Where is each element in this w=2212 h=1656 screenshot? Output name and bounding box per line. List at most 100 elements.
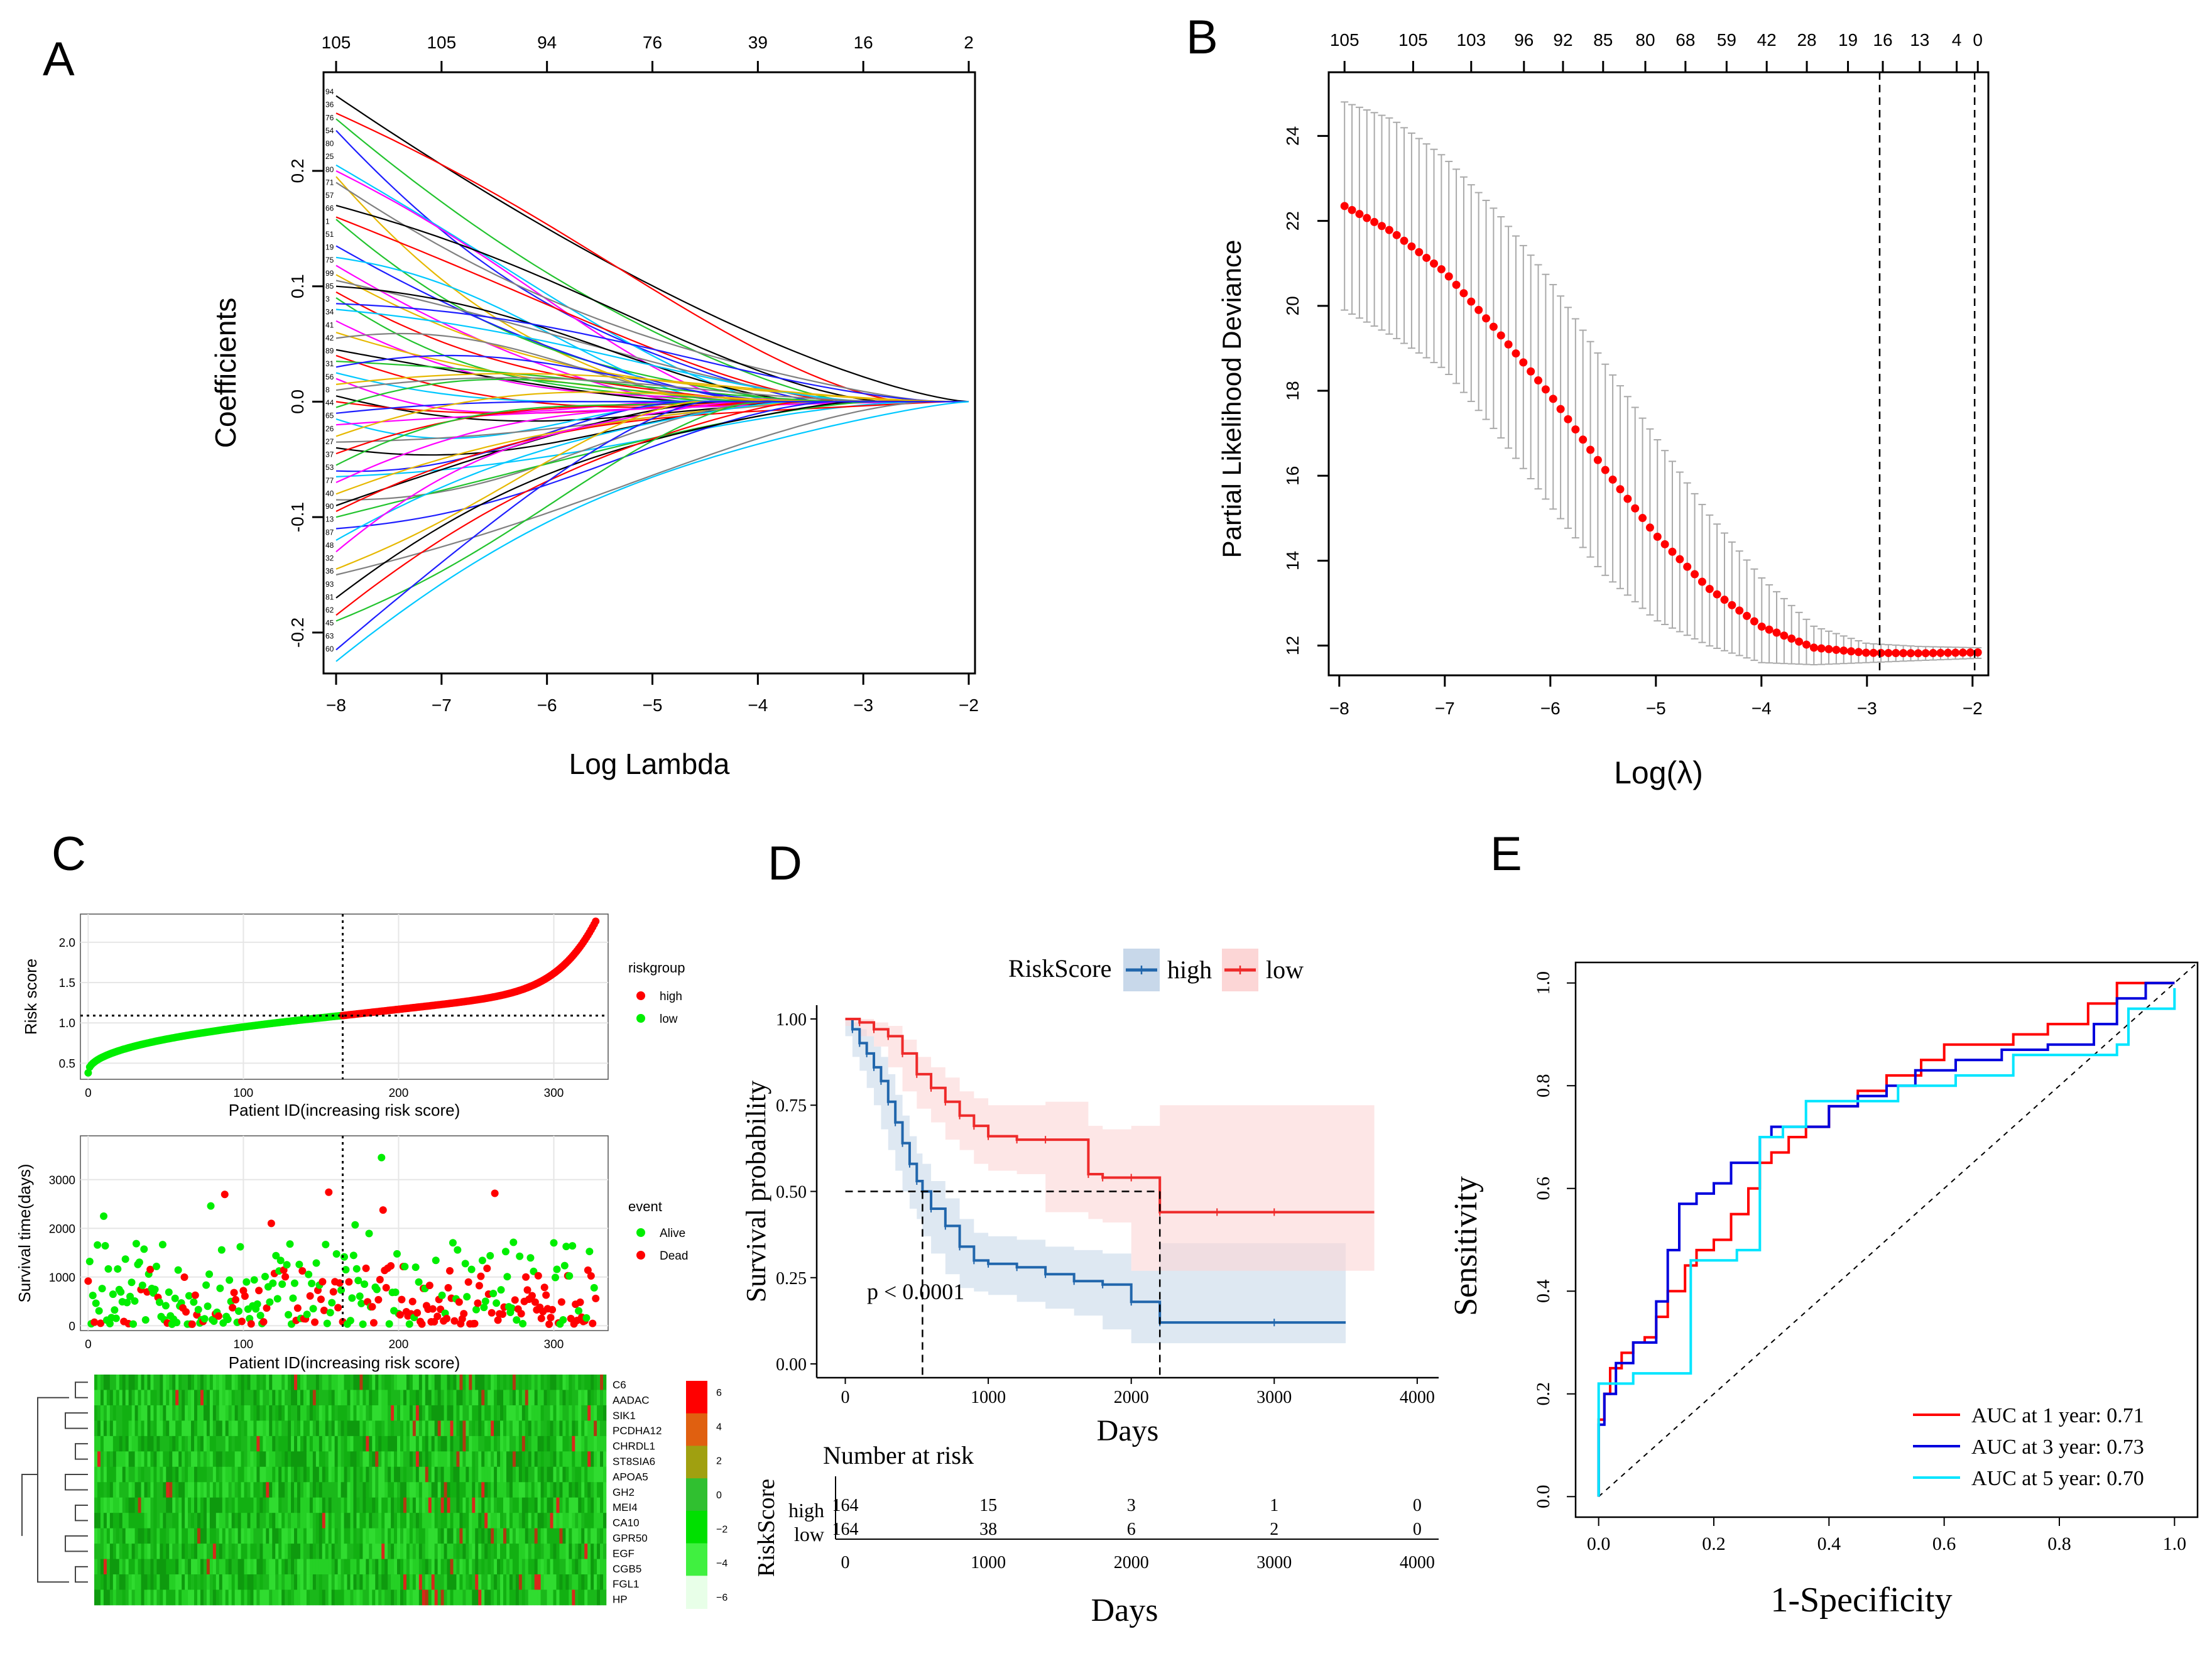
heatmap-cell [603, 1405, 607, 1421]
heatmap-cell [160, 1574, 163, 1590]
heatmap-cell [406, 1559, 410, 1575]
heatmap-cell [456, 1528, 460, 1544]
survival-time-point [216, 1284, 224, 1292]
heatmap-cell [422, 1513, 426, 1528]
heatmap-cell [300, 1574, 304, 1590]
legend-label: AUC at 1 year: 0.71 [1971, 1404, 2144, 1427]
heatmap-cell [203, 1497, 207, 1513]
heatmap-cell [303, 1589, 307, 1606]
heatmap-cell [500, 1544, 504, 1559]
heatmap-cell [425, 1482, 429, 1498]
heatmap-cell [344, 1390, 347, 1406]
heatmap-cell [503, 1451, 507, 1468]
y-tick-label: 22 [1283, 211, 1302, 231]
heatmap-cell [269, 1544, 273, 1559]
heatmap-cell [131, 1528, 135, 1544]
top-tick-label: 2 [964, 33, 974, 52]
heatmap-cell [269, 1435, 273, 1452]
heatmap-cell [300, 1559, 304, 1575]
heatmap-cell [147, 1466, 151, 1483]
at-risk-count: 1 [1270, 1496, 1278, 1515]
heatmap-cell [440, 1405, 444, 1421]
survival-time-point [425, 1282, 433, 1290]
heatmap-cell [440, 1544, 444, 1559]
heatmap-cell [278, 1528, 282, 1544]
heatmap-cell [578, 1544, 582, 1559]
heatmap-cell [169, 1589, 173, 1606]
top-tick-label: 94 [537, 33, 557, 52]
x-tick-label: 2000 [1114, 1388, 1149, 1407]
heatmap-cell [156, 1528, 160, 1544]
heatmap-cell [253, 1513, 257, 1528]
heatmap-cell [547, 1544, 550, 1559]
survival-time-point [550, 1239, 558, 1247]
heatmap-cell [116, 1482, 120, 1498]
heatmap-cell [562, 1544, 566, 1559]
heatmap-cell [540, 1466, 544, 1483]
heatmap-cell [315, 1544, 320, 1559]
heatmap-cell [206, 1497, 210, 1513]
coefficient-path [335, 378, 969, 408]
heatmap-cell [322, 1513, 326, 1528]
heatmap-cell [237, 1420, 241, 1437]
heatmap-cell [175, 1482, 179, 1498]
heatmap-cell [328, 1390, 332, 1406]
heatmap-cell [250, 1528, 254, 1544]
heatmap-cell [166, 1574, 170, 1590]
heatmap-cell [163, 1482, 166, 1498]
heatmap-cell [94, 1574, 98, 1590]
heatmap-cell [594, 1375, 597, 1390]
heatmap-cell [138, 1405, 141, 1421]
heatmap-cell [497, 1574, 501, 1590]
heatmap-cell [331, 1451, 335, 1468]
heatmap-cell [322, 1390, 326, 1406]
heatmap-cell [406, 1390, 410, 1406]
heatmap-cell [331, 1420, 335, 1437]
heatmap-cell [147, 1482, 151, 1498]
variable-index-label: 85 [325, 281, 334, 290]
heatmap-cell [315, 1405, 320, 1421]
survival-time-point [140, 1245, 148, 1253]
heatmap-cell [250, 1513, 254, 1528]
heatmap-cell [119, 1390, 123, 1406]
heatmap-cell [100, 1435, 104, 1452]
heatmap-cell [600, 1559, 604, 1575]
heatmap-cell [518, 1420, 523, 1437]
heatmap-cell [106, 1466, 111, 1483]
heatmap-cell [106, 1528, 111, 1544]
heatmap-cell [584, 1513, 588, 1528]
coefficient-path [335, 401, 969, 466]
heatmap-cell [472, 1589, 476, 1606]
heatmap-cell [188, 1405, 192, 1421]
heatmap-cell [94, 1589, 98, 1606]
heatmap-cell [469, 1528, 472, 1544]
heatmap-cell [384, 1405, 388, 1421]
heatmap-cell [337, 1544, 341, 1559]
heatmap-cell [147, 1375, 151, 1390]
heatmap-cell [388, 1544, 391, 1559]
heatmap-cell [394, 1405, 398, 1421]
heatmap-cell [406, 1405, 410, 1421]
heatmap-cell [119, 1497, 123, 1513]
top-tick-label: 59 [1717, 30, 1736, 50]
heatmap-cell [112, 1544, 117, 1559]
coefficient-path [335, 216, 969, 403]
heatmap-cell [356, 1451, 360, 1468]
heatmap-cell [503, 1390, 507, 1406]
heatmap-cell [294, 1435, 298, 1452]
heatmap-cell [372, 1482, 376, 1498]
heatmap-cell [241, 1390, 244, 1406]
heatmap-cell [415, 1451, 420, 1468]
heatmap-cell [153, 1405, 157, 1421]
heatmap-cell [484, 1435, 488, 1452]
heatmap-cell [425, 1574, 429, 1590]
heatmap-cell [275, 1574, 279, 1590]
heatmap-cell [322, 1420, 326, 1437]
survival-time-point [112, 1314, 120, 1322]
survival-time-point [413, 1309, 422, 1317]
top-tick-label: 85 [1593, 30, 1613, 50]
heatmap-cell [334, 1390, 338, 1406]
survival-time-point [548, 1305, 557, 1314]
heatmap-cell [391, 1375, 395, 1390]
heatmap-cell [381, 1405, 385, 1421]
